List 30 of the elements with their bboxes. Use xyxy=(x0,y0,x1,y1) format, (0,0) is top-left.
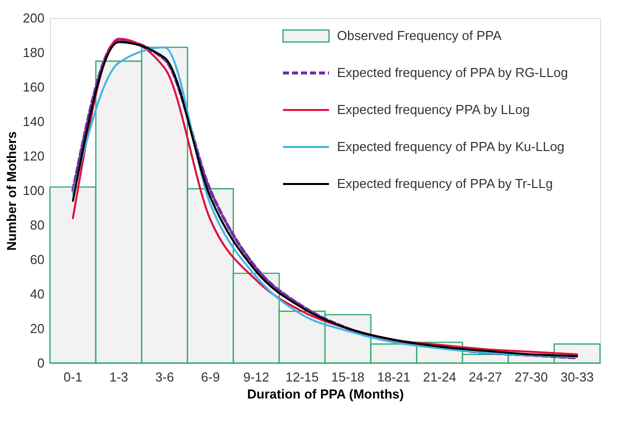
y-tick-label: 180 xyxy=(22,45,44,60)
y-tick-label: 140 xyxy=(22,114,44,129)
x-tick-label: 21-24 xyxy=(422,370,456,384)
x-tick-label: 27-30 xyxy=(514,370,548,384)
x-tick-label: 3-6 xyxy=(155,370,174,384)
legend-label: Expected frequency PPA by LLog xyxy=(337,102,530,117)
x-tick-label: 18-21 xyxy=(377,370,410,384)
y-tick-label: 20 xyxy=(30,321,44,336)
x-tick-label: 0-1 xyxy=(64,370,82,384)
x-tick-label: 9-12 xyxy=(243,370,270,384)
x-tick-label: 24-27 xyxy=(468,370,502,384)
x-tick-label: 1-3 xyxy=(109,370,128,384)
y-axis-title: Number of Mothers xyxy=(4,131,19,251)
x-tick-label: 12-15 xyxy=(285,370,319,384)
y-tick-label: 100 xyxy=(22,183,44,198)
y-tick-label: 40 xyxy=(30,286,44,302)
x-tick-label: 15-18 xyxy=(331,370,365,384)
legend-label: Expected frequency of PPA by Tr-LLg xyxy=(337,176,553,191)
x-axis-title: Duration of PPA (Months) xyxy=(247,386,404,402)
legend-label: Expected frequency of PPA by RG-LLog xyxy=(337,65,568,80)
legend-label: Observed Frequency of PPA xyxy=(337,28,502,43)
y-tick-label: 160 xyxy=(22,80,44,94)
x-tick-label: 6-9 xyxy=(201,370,220,384)
y-tick-label: 200 xyxy=(22,10,44,26)
y-tick-label: 0 xyxy=(37,356,44,370)
y-tick-label: 80 xyxy=(30,218,44,232)
legend-label: Expected frequency of PPA by Ku-LLog xyxy=(337,139,564,154)
y-tick-label: 60 xyxy=(30,252,44,267)
y-tick-label: 120 xyxy=(22,148,44,164)
x-tick-label: 30-33 xyxy=(560,370,594,384)
